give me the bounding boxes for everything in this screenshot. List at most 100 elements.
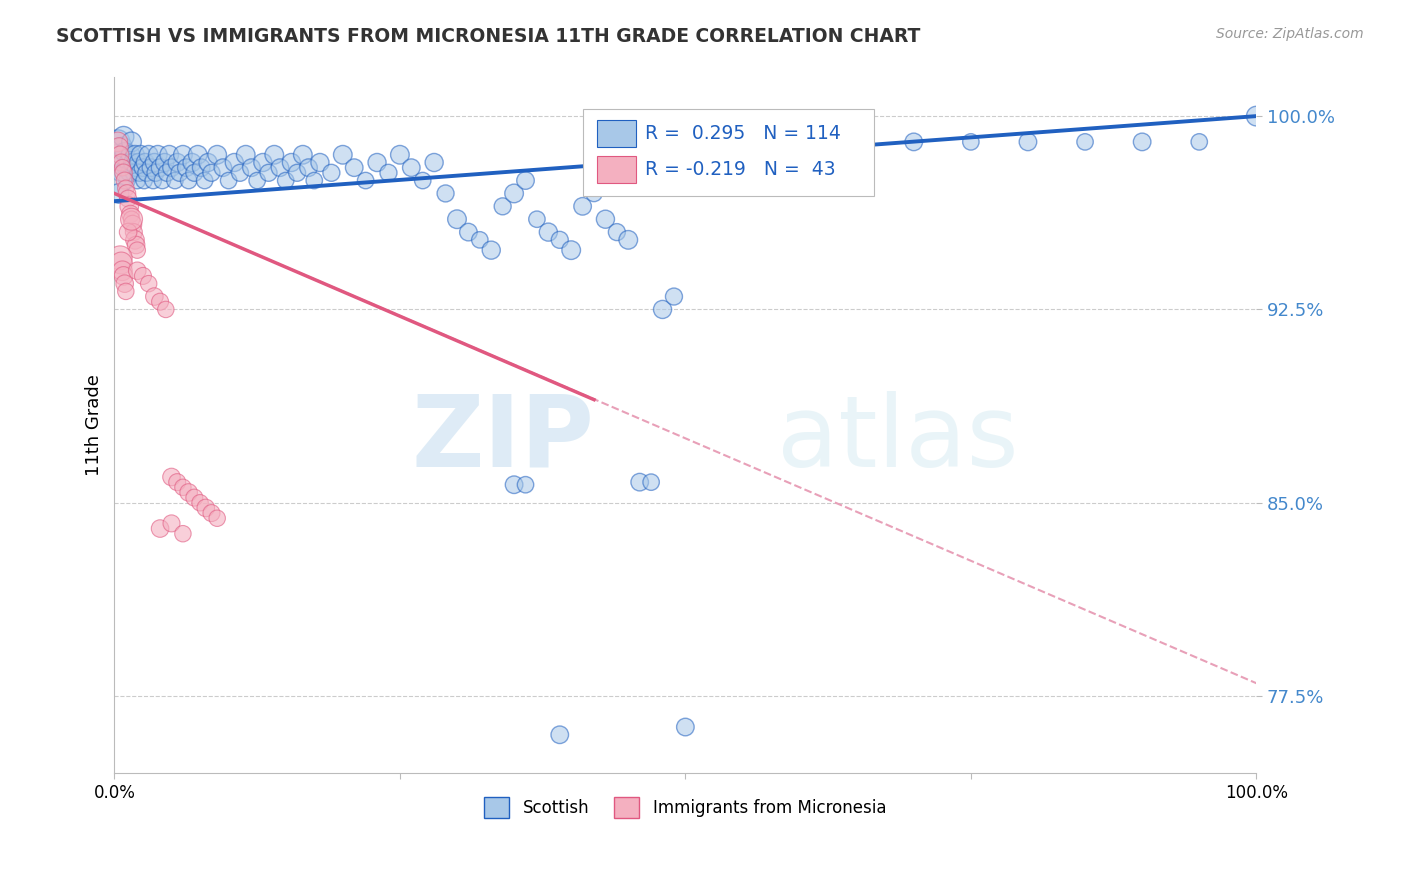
Point	[160, 470, 183, 484]
Text: Source: ZipAtlas.com: Source: ZipAtlas.com	[1216, 27, 1364, 41]
Point	[121, 218, 143, 232]
Point	[194, 173, 217, 187]
Point	[166, 155, 188, 169]
Point	[122, 225, 145, 239]
Point	[156, 166, 179, 180]
Point	[114, 277, 136, 291]
Point	[160, 161, 183, 175]
Point	[257, 166, 280, 180]
Point	[651, 302, 673, 317]
Point	[110, 153, 132, 167]
Point	[138, 148, 160, 162]
Point	[457, 225, 479, 239]
Point	[197, 155, 219, 169]
Point	[120, 207, 142, 221]
Point	[120, 148, 142, 162]
Point	[107, 135, 129, 149]
Point	[127, 155, 149, 169]
Point	[515, 173, 537, 187]
Point	[503, 477, 526, 491]
Point	[640, 475, 662, 490]
Point	[366, 155, 388, 169]
Point	[128, 166, 150, 180]
Point	[108, 148, 131, 162]
Point	[110, 256, 132, 270]
Point	[194, 500, 217, 515]
Point	[121, 135, 143, 149]
Point	[112, 129, 135, 144]
Point	[1017, 135, 1039, 149]
Point	[110, 155, 132, 169]
Point	[304, 173, 326, 187]
Point	[606, 225, 628, 239]
Point	[190, 161, 212, 175]
Point	[117, 155, 139, 169]
Point	[127, 264, 149, 278]
Point	[526, 212, 548, 227]
Point	[183, 166, 205, 180]
Point	[122, 166, 145, 180]
Point	[434, 186, 457, 201]
Point	[149, 294, 172, 309]
Point	[246, 173, 269, 187]
Point	[115, 186, 138, 201]
Point	[354, 173, 377, 187]
Point	[789, 135, 811, 149]
Point	[571, 199, 593, 213]
Point	[673, 720, 696, 734]
Point	[114, 181, 136, 195]
Point	[146, 148, 169, 162]
Point	[111, 264, 134, 278]
Point	[149, 522, 172, 536]
Point	[177, 485, 200, 500]
Point	[263, 148, 285, 162]
Text: R =  0.295   N = 114: R = 0.295 N = 114	[645, 124, 841, 143]
Point	[388, 148, 411, 162]
Point	[401, 161, 423, 175]
Point	[108, 166, 131, 180]
Point	[617, 233, 640, 247]
Point	[176, 161, 198, 175]
Point	[112, 268, 135, 283]
Point	[107, 173, 129, 187]
Point	[114, 161, 136, 175]
Point	[309, 155, 332, 169]
Point	[138, 277, 160, 291]
Point	[218, 173, 240, 187]
Point	[125, 238, 148, 252]
Point	[124, 148, 146, 162]
Point	[200, 506, 222, 520]
Point	[129, 148, 152, 162]
FancyBboxPatch shape	[582, 109, 873, 195]
Point	[269, 161, 291, 175]
Point	[163, 173, 186, 187]
Point	[560, 243, 582, 257]
Point	[114, 173, 136, 187]
Point	[423, 155, 446, 169]
Text: SCOTTISH VS IMMIGRANTS FROM MICRONESIA 11TH GRADE CORRELATION CHART: SCOTTISH VS IMMIGRANTS FROM MICRONESIA 1…	[56, 27, 921, 45]
Point	[960, 135, 983, 149]
Point	[127, 243, 149, 257]
Y-axis label: 11th Grade: 11th Grade	[86, 375, 103, 476]
Point	[240, 161, 263, 175]
Point	[188, 496, 211, 510]
Point	[183, 491, 205, 505]
Point	[177, 173, 200, 187]
Point	[108, 148, 131, 162]
Point	[118, 166, 141, 180]
Point	[149, 161, 172, 175]
Point	[111, 140, 134, 154]
Point	[135, 166, 157, 180]
Point	[662, 289, 685, 303]
Point	[377, 166, 399, 180]
Point	[115, 173, 138, 187]
Point	[548, 728, 571, 742]
Point	[108, 140, 131, 154]
Point	[121, 212, 143, 227]
Point	[1130, 135, 1153, 149]
Text: atlas: atlas	[776, 391, 1018, 488]
Point	[172, 526, 194, 541]
Text: ZIP: ZIP	[411, 391, 593, 488]
Point	[172, 480, 194, 494]
Point	[118, 199, 141, 213]
